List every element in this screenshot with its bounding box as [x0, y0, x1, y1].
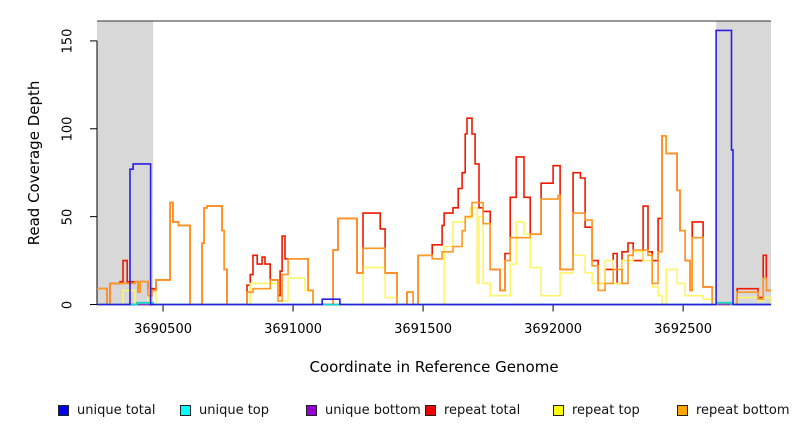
legend-item-unique-bottom: unique bottom: [306, 400, 421, 420]
repeat-total-line: [97, 117, 771, 306]
shaded-region: [97, 21, 154, 305]
repeat-bottom-line: [97, 135, 771, 306]
y-tick-label: 100: [60, 116, 76, 142]
legend-swatch-icon: [180, 404, 191, 416]
x-tick-label: 3692000: [524, 322, 583, 337]
legend: unique total unique top unique bottom repea…: [0, 396, 792, 420]
y-tick-label: 0: [60, 300, 76, 309]
legend-swatch-icon: [425, 404, 436, 416]
legend-label: repeat bottom: [696, 402, 790, 418]
y-tick-label: 150: [60, 28, 76, 54]
x-tick-label: 3691000: [264, 322, 323, 337]
x-tick-label: 3690500: [134, 322, 192, 337]
unique-total-line: [97, 29, 771, 306]
legend-item-unique-total: unique total: [58, 400, 155, 420]
x-axis-title: Coordinate in Reference Genome: [309, 358, 559, 376]
repeat-top-line: [97, 207, 772, 306]
legend-label: unique top: [199, 402, 270, 418]
legend-swatch-icon: [553, 404, 564, 416]
legend-label: repeat top: [572, 402, 640, 418]
legend-swatch-icon: [58, 404, 69, 416]
x-tick-label: 3691500: [394, 322, 453, 337]
legend-item-unique-top: unique top: [180, 400, 269, 420]
legend-item-repeat-total: repeat total: [425, 400, 520, 420]
legend-swatch-icon: [677, 404, 688, 416]
legend-label: unique bottom: [325, 402, 421, 418]
legend-swatch-icon: [306, 404, 317, 416]
legend-label: repeat total: [444, 402, 521, 418]
y-tick-label: 50: [60, 208, 76, 225]
x-tick-label: 3692500: [654, 322, 713, 337]
y-axis-title: Read Coverage Depth: [25, 80, 43, 246]
legend-label: unique total: [77, 402, 156, 418]
legend-item-repeat-bottom: repeat bottom: [677, 400, 790, 420]
legend-item-repeat-top: repeat top: [553, 400, 640, 420]
shaded-region: [716, 21, 771, 305]
